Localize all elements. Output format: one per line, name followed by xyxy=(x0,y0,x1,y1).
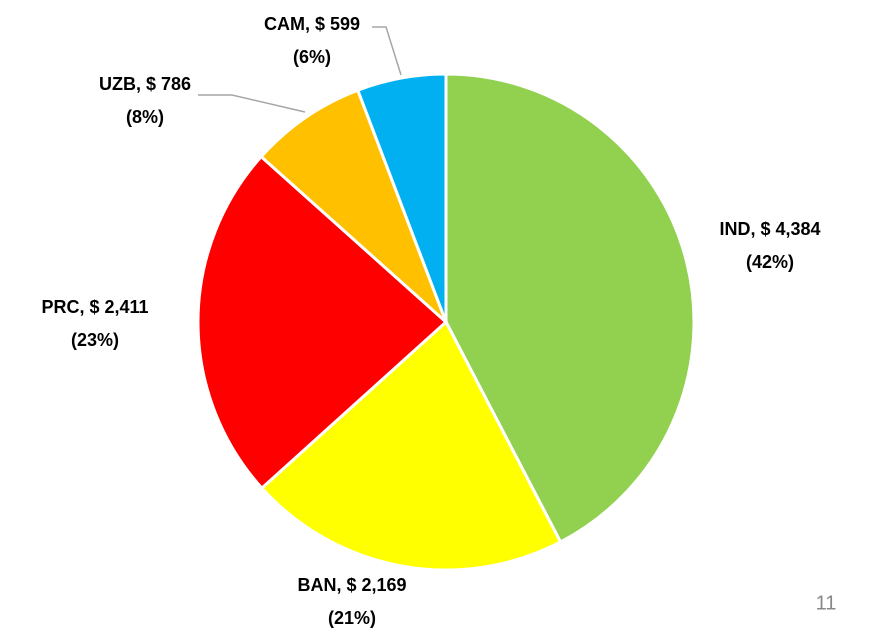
leader-line xyxy=(198,94,306,113)
percent-label: (8%) xyxy=(126,107,164,127)
pie-slice xyxy=(259,319,563,572)
leader-line xyxy=(372,26,402,76)
pie-slice xyxy=(355,72,448,323)
percent-label: (6%) xyxy=(293,47,331,67)
data-label: PRC, $ 2,411 xyxy=(41,297,148,317)
percent-label: (23%) xyxy=(71,330,119,350)
percent-label: (21%) xyxy=(328,608,376,628)
pie-slice xyxy=(259,88,448,324)
data-label: IND, $ 4,384 xyxy=(719,219,820,239)
data-label: CAM, $ 599 xyxy=(264,14,360,34)
data-label: UZB, $ 786 xyxy=(99,74,191,94)
percent-label: (42%) xyxy=(746,252,794,272)
pie-slice xyxy=(196,154,449,491)
data-label: BAN, $ 2,169 xyxy=(297,575,406,595)
page-number: 11 xyxy=(816,592,837,614)
pie-slice xyxy=(444,72,696,545)
